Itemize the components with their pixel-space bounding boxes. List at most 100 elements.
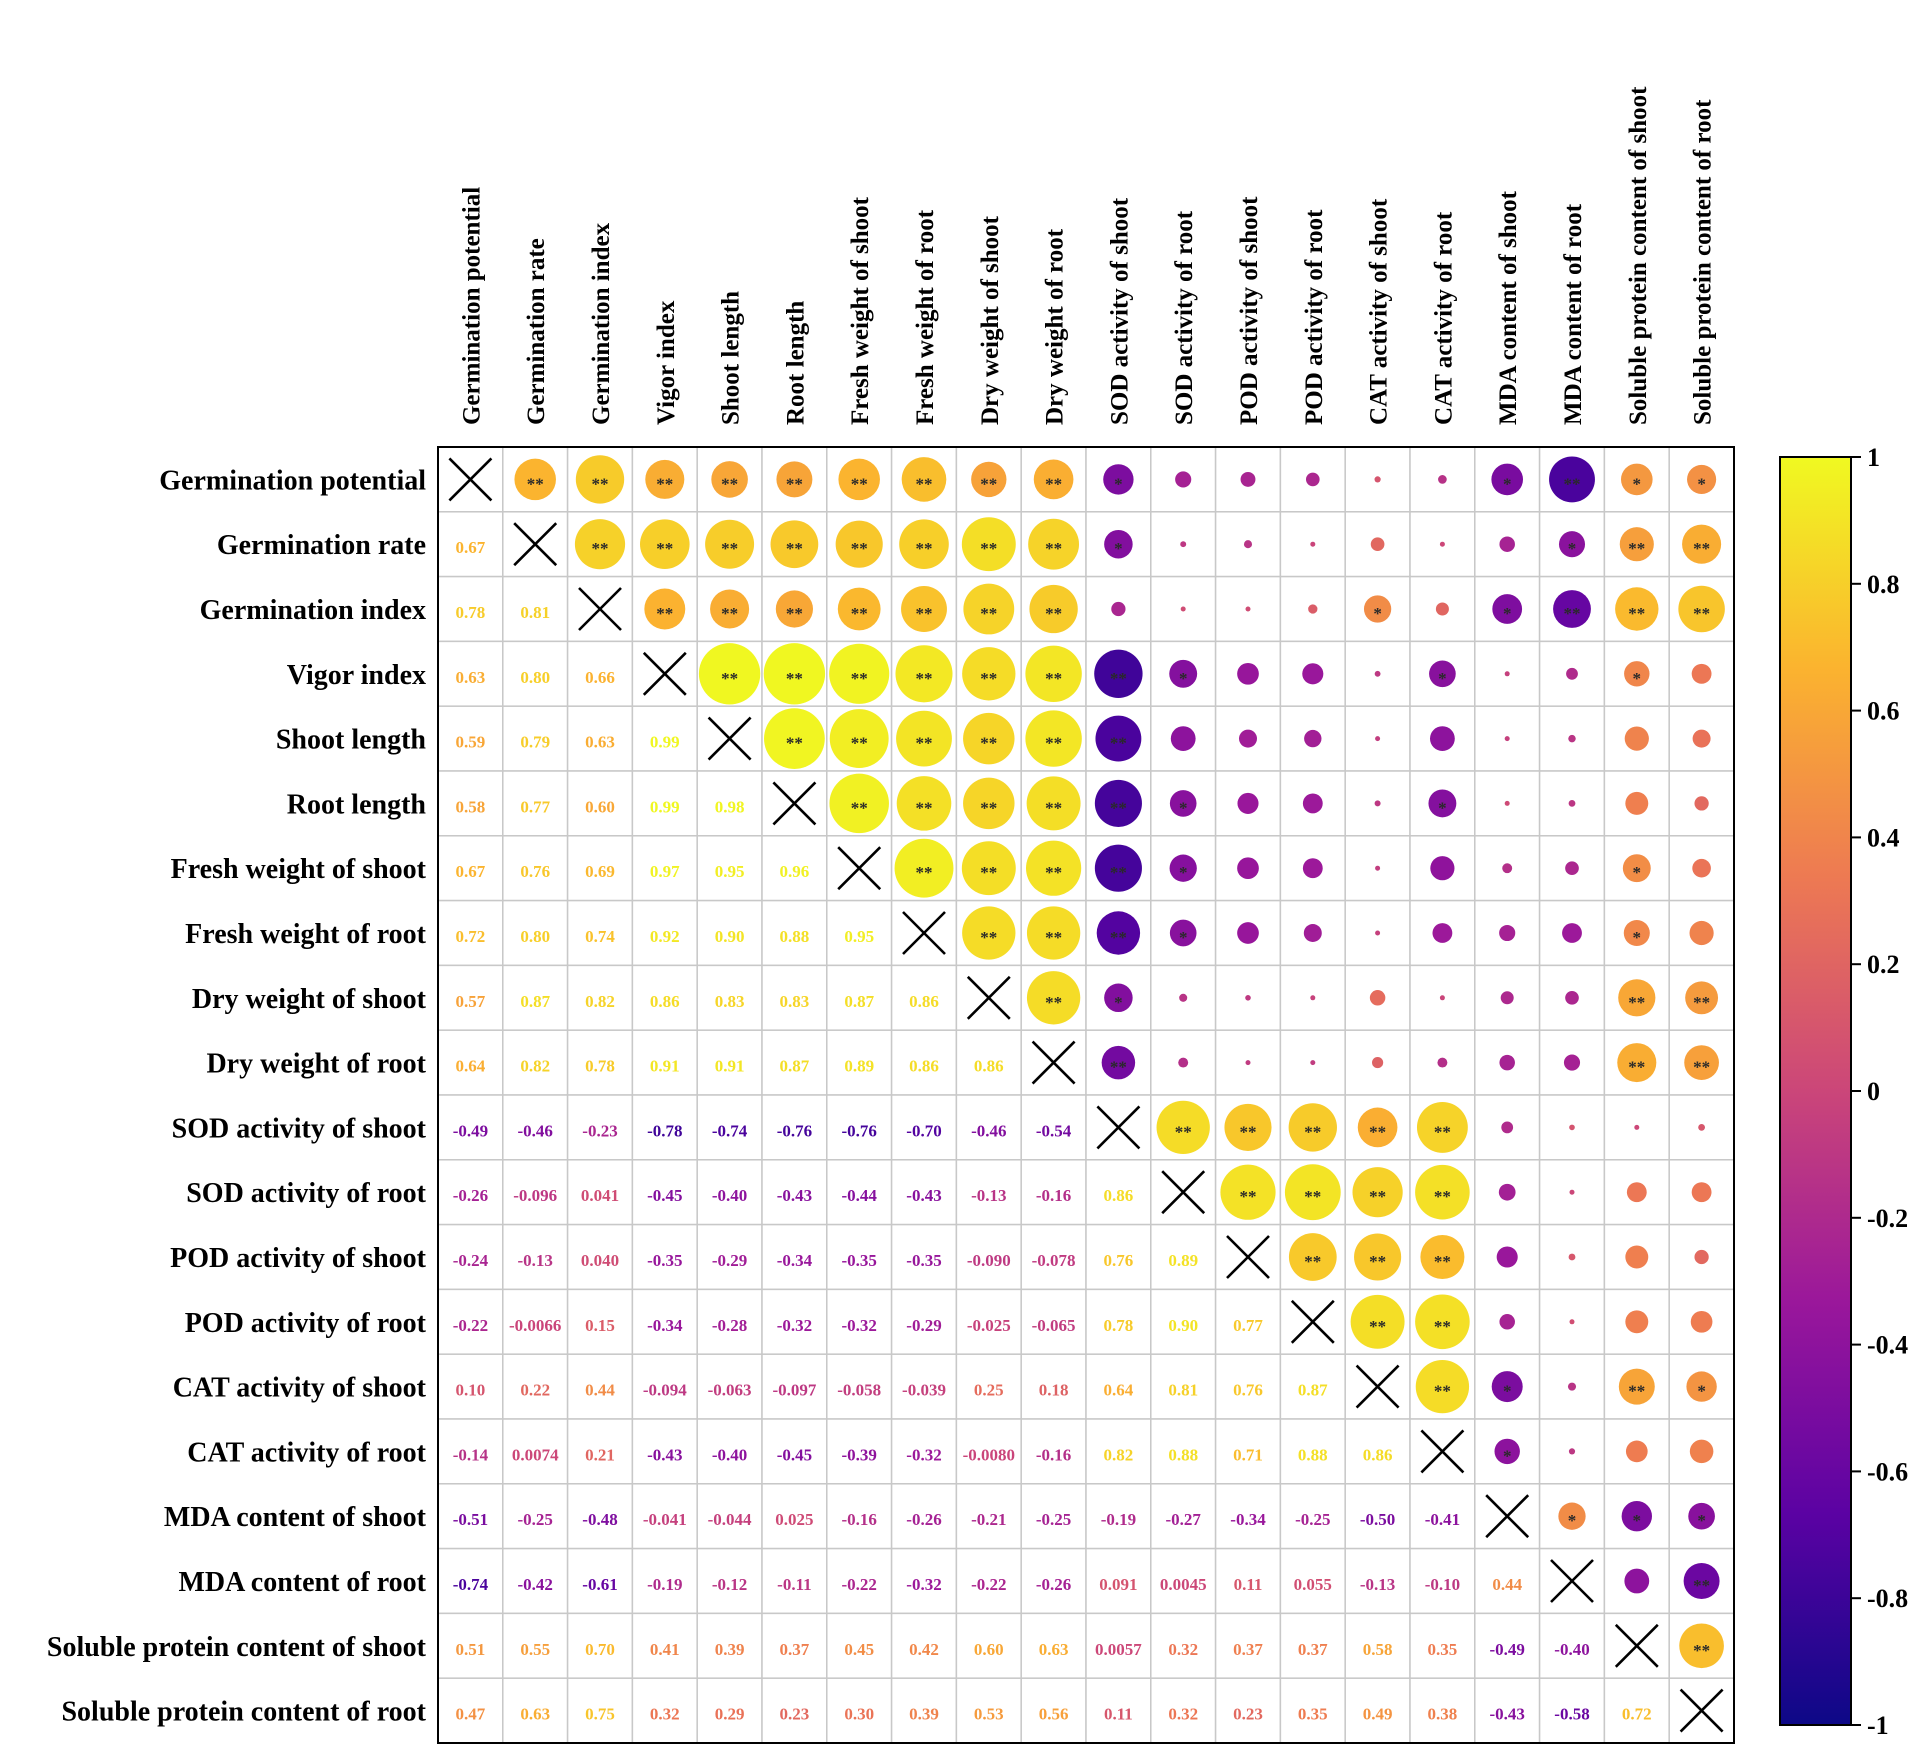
- significance-marker: **: [1628, 1058, 1645, 1077]
- corr-value: 0.47: [456, 1705, 486, 1724]
- corr-value: 0.39: [715, 1640, 745, 1659]
- corr-value: -0.16: [1036, 1445, 1071, 1464]
- corr-value: 0.58: [456, 797, 486, 816]
- corr-value: 0.77: [1233, 1316, 1263, 1335]
- significance-marker: **: [786, 474, 803, 493]
- corr-value: -0.097: [772, 1381, 816, 1400]
- corr-circle: [1501, 1121, 1514, 1134]
- corr-circle: [1549, 456, 1595, 503]
- significance-marker: **: [1045, 798, 1062, 817]
- corr-circle: [1687, 464, 1717, 494]
- row-label-soluble-protein-content-of-root: Soluble protein content of root: [61, 1697, 426, 1728]
- corr-circle: [1357, 1107, 1398, 1148]
- significance-marker: **: [1628, 1382, 1645, 1401]
- cross-line: [1096, 1105, 1141, 1150]
- corr-circle: [895, 645, 953, 703]
- corr-value: 0.78: [1104, 1316, 1134, 1335]
- corr-value: -0.11: [777, 1575, 811, 1594]
- row-label-germination-index: Germination index: [200, 595, 426, 626]
- corr-circle: [829, 773, 889, 834]
- corr-circle: [1305, 472, 1320, 487]
- corr-circle: [1491, 1371, 1523, 1403]
- corr-value: -0.54: [1036, 1121, 1072, 1140]
- corr-value: -0.40: [712, 1445, 747, 1464]
- corr-value: 0.15: [585, 1316, 615, 1335]
- corr-circle: [1625, 1440, 1648, 1463]
- corr-value: 0.091: [1099, 1575, 1137, 1594]
- corr-circle: [1502, 863, 1513, 874]
- corr-circle: [1689, 920, 1714, 946]
- corr-circle: [1499, 1314, 1515, 1330]
- corr-value: -0.078: [1032, 1251, 1076, 1270]
- cross-line: [772, 781, 817, 826]
- corr-circle: [1565, 990, 1579, 1005]
- row-label-mda-content-of-root: MDA content of root: [178, 1567, 426, 1598]
- corr-circle: [1103, 464, 1134, 495]
- grid-cell: [631, 964, 698, 1031]
- corr-circle: [1111, 601, 1126, 617]
- diagonal-cross: [578, 587, 622, 631]
- grid-cell: [1214, 1612, 1282, 1679]
- grid-cell: [631, 835, 698, 902]
- corr-circle: [1094, 844, 1142, 892]
- corr-value: 0.95: [715, 862, 745, 881]
- corr-circle: [899, 519, 949, 569]
- corr-circle: [1684, 1045, 1719, 1080]
- grid-cell: [761, 1223, 828, 1291]
- significance-marker: *: [1697, 1382, 1706, 1401]
- significance-marker: **: [1369, 1187, 1386, 1206]
- significance-marker: **: [980, 928, 997, 947]
- cross-line: [1161, 1170, 1206, 1215]
- grid-cell: [955, 1483, 1022, 1550]
- corr-value: -0.35: [647, 1251, 682, 1270]
- grid-cell: [955, 1547, 1022, 1615]
- significance-marker: *: [1633, 863, 1642, 882]
- significance-marker: **: [1434, 1382, 1451, 1401]
- corr-circle: [1504, 800, 1510, 806]
- grid-cell: [1474, 1418, 1541, 1485]
- corr-circle: [1439, 995, 1445, 1001]
- corr-value: 0.67: [456, 538, 486, 557]
- corr-value: 0.95: [844, 927, 874, 946]
- corr-value: 0.86: [909, 992, 939, 1011]
- corr-value: 0.64: [456, 1057, 486, 1076]
- grid-cell: [826, 1029, 893, 1096]
- corr-value: 0.86: [650, 992, 680, 1011]
- grid-cell: [1020, 1353, 1087, 1420]
- significance-marker: **: [980, 798, 997, 817]
- col-label-cat-activity-of-root: CAT activity of root: [1430, 211, 1457, 425]
- colorbar-tick-label: -0.6: [1867, 1457, 1908, 1486]
- corr-value: 0.35: [1298, 1705, 1328, 1724]
- corr-circle: [1498, 1183, 1516, 1201]
- cross-line: [642, 651, 687, 696]
- significance-marker: **: [1434, 1187, 1451, 1206]
- corr-circle: [1374, 670, 1381, 677]
- grid-cell: [890, 1418, 958, 1485]
- corr-value: -0.19: [1101, 1510, 1136, 1529]
- significance-marker: **: [1045, 604, 1062, 623]
- significance-marker: **: [1564, 474, 1581, 493]
- corr-value: -0.76: [777, 1121, 812, 1140]
- significance-marker: **: [1628, 993, 1645, 1012]
- grid-cell: [1085, 1612, 1152, 1679]
- corr-circle: [1237, 857, 1259, 880]
- corr-circle: [1496, 1246, 1518, 1268]
- grid-cell: [1214, 1677, 1282, 1744]
- corr-value: 0.49: [1363, 1705, 1393, 1724]
- corr-value: 0.11: [1104, 1705, 1133, 1724]
- grid-cell: [502, 1029, 569, 1096]
- significance-marker: **: [721, 669, 738, 688]
- corr-circle: [1169, 854, 1197, 882]
- significance-marker: **: [1045, 474, 1062, 493]
- corr-circle: [1694, 796, 1709, 811]
- grid-cell: [890, 1547, 958, 1615]
- colorbar-tick-label: -0.2: [1867, 1204, 1908, 1233]
- significance-marker: **: [1045, 993, 1062, 1012]
- grid-cell: [1409, 964, 1476, 1031]
- grid-cell: [696, 1483, 763, 1550]
- cross-line: [1031, 1040, 1076, 1085]
- corr-circle: [963, 583, 1015, 635]
- corr-circle: [1698, 1123, 1706, 1131]
- corr-circle: [1026, 776, 1081, 831]
- significance-marker: **: [851, 734, 868, 753]
